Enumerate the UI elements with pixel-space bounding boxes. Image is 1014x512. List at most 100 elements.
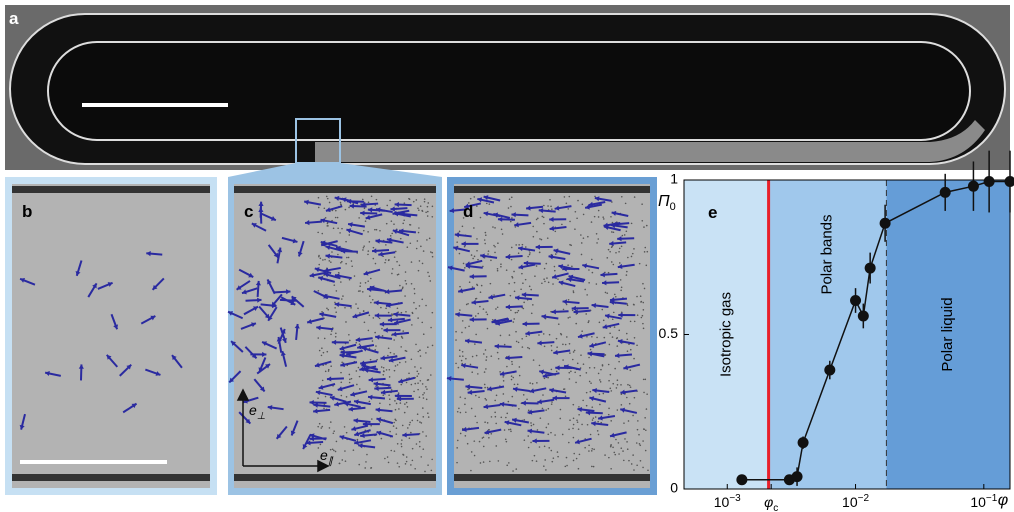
- particle: [326, 307, 328, 310]
- particle: [422, 393, 424, 396]
- particle: [490, 416, 493, 418]
- particle: [405, 311, 407, 313]
- particle: [589, 348, 592, 351]
- particle: [582, 399, 584, 402]
- particle: [411, 419, 414, 422]
- particle: [565, 456, 568, 459]
- tick-base: 10: [714, 494, 730, 510]
- walls: [12, 186, 650, 481]
- particle: [476, 421, 478, 424]
- particle: [417, 231, 420, 234]
- particle: [359, 290, 361, 292]
- particle: [544, 459, 546, 461]
- arrow-head: [228, 311, 234, 316]
- velocity-field: [19, 195, 649, 473]
- arrow-head: [454, 232, 460, 238]
- particle: [566, 336, 568, 338]
- region: [886, 180, 1010, 489]
- particle: [615, 251, 617, 254]
- particle: [459, 355, 461, 357]
- particle: [382, 370, 385, 372]
- particle: [552, 283, 554, 285]
- particle: [318, 422, 321, 425]
- particle: [455, 330, 457, 333]
- particle: [500, 228, 503, 231]
- particle: [494, 251, 496, 254]
- particle: [396, 307, 399, 310]
- particle: [591, 448, 594, 450]
- particle: [410, 431, 412, 434]
- particle: [414, 467, 416, 470]
- particle: [592, 417, 595, 419]
- particle: [597, 216, 600, 218]
- particle: [559, 408, 562, 411]
- particle: [332, 432, 335, 435]
- particle: [370, 301, 372, 304]
- particle: [318, 263, 321, 266]
- particle: [645, 264, 648, 267]
- arrow-head: [400, 211, 405, 217]
- particle: [327, 308, 330, 311]
- particle: [607, 363, 610, 366]
- particle: [417, 207, 419, 210]
- particle: [642, 309, 645, 311]
- tick-base: 10: [970, 494, 986, 510]
- particle: [374, 262, 377, 265]
- particle: [321, 425, 324, 428]
- particle: [317, 447, 320, 449]
- particle: [479, 462, 482, 464]
- particle: [470, 469, 472, 472]
- particle: [571, 265, 573, 268]
- particle: [562, 359, 564, 361]
- particle: [536, 382, 538, 384]
- arrow-head: [376, 430, 382, 436]
- arrow-head: [354, 440, 359, 446]
- data-point: [983, 176, 995, 188]
- particle: [382, 366, 385, 369]
- particle: [485, 356, 488, 358]
- particle: [620, 286, 623, 289]
- particle: [532, 423, 535, 426]
- particle: [357, 366, 360, 369]
- y-tick-label: 0.5: [659, 325, 679, 341]
- particle: [579, 374, 582, 377]
- particle: [578, 413, 580, 416]
- particle: [412, 200, 415, 203]
- particle: [334, 307, 336, 309]
- particle: [475, 354, 478, 357]
- particle: [458, 252, 461, 255]
- particle: [419, 379, 422, 382]
- particle: [642, 282, 644, 285]
- particle: [608, 343, 611, 346]
- particle: [393, 421, 395, 424]
- particle: [430, 374, 432, 376]
- arrow-head: [374, 300, 379, 306]
- particle: [567, 299, 570, 301]
- arrow-head: [483, 404, 489, 410]
- particle: [568, 371, 571, 374]
- particle: [389, 403, 391, 406]
- tick-exponent: −2: [858, 493, 870, 504]
- arrow-head: [78, 364, 84, 369]
- arrow-head: [316, 325, 321, 331]
- particle: [545, 469, 547, 471]
- arrow-head: [552, 395, 557, 401]
- particle: [359, 282, 362, 284]
- particle: [357, 290, 360, 292]
- particle: [458, 349, 461, 351]
- particle: [418, 305, 421, 307]
- arrow-head: [348, 222, 353, 228]
- particle: [609, 373, 612, 376]
- particle: [408, 372, 410, 375]
- particle: [569, 243, 571, 246]
- particle: [530, 312, 533, 315]
- arrow-head: [131, 403, 137, 409]
- particle: [458, 407, 460, 410]
- x-tick-label: φc: [764, 494, 778, 512]
- particle: [615, 387, 618, 389]
- particle: [429, 280, 432, 282]
- particle: [394, 408, 397, 411]
- particle: [527, 255, 529, 258]
- particle: [345, 262, 347, 265]
- particle: [385, 222, 388, 225]
